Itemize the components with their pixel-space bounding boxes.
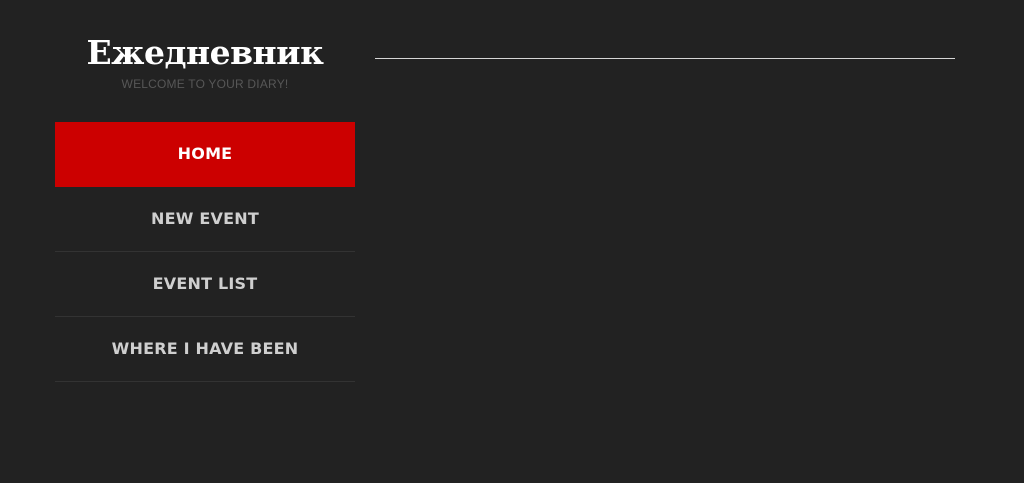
nav-item-event-list[interactable]: EVENT LIST <box>55 252 355 317</box>
content-header-divider <box>375 58 955 59</box>
nav-item-home[interactable]: HOME <box>55 122 355 187</box>
main-nav: HOME NEW EVENT EVENT LIST WHERE I HAVE B… <box>55 122 355 382</box>
site-title[interactable]: Ежедневник <box>86 33 324 72</box>
nav-item-where-i-have-been[interactable]: WHERE I HAVE BEEN <box>55 317 355 382</box>
nav-item-new-event[interactable]: NEW EVENT <box>55 187 355 252</box>
site-tagline: WELCOME TO YOUR DIARY! <box>121 77 289 91</box>
